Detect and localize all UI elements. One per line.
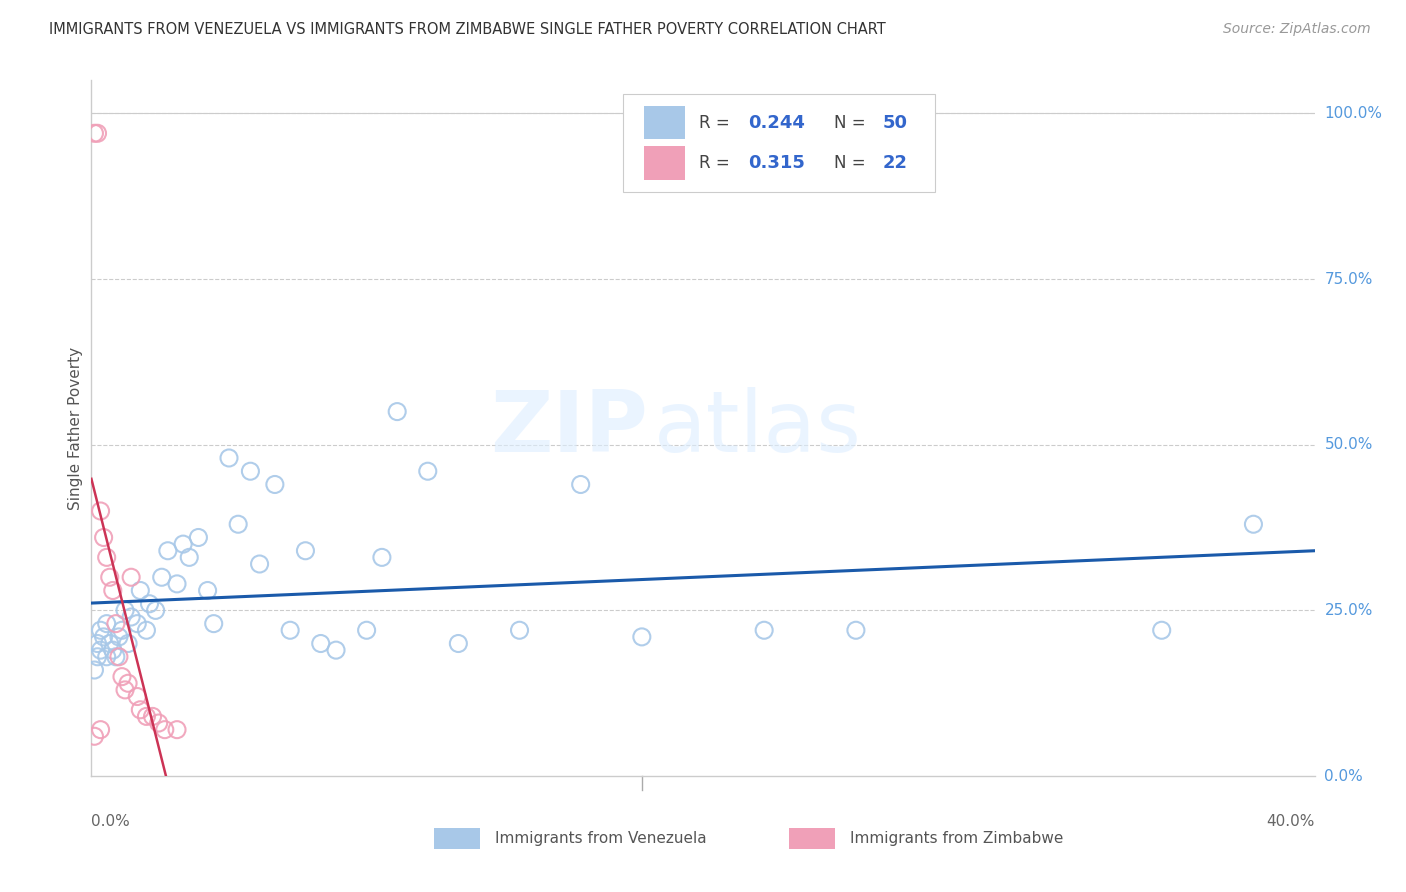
Point — [845, 624, 868, 638]
Point — [86, 126, 108, 140]
Point — [150, 570, 173, 584]
Point — [98, 636, 121, 650]
Point — [153, 723, 176, 737]
Text: Immigrants from Venezuela: Immigrants from Venezuela — [495, 831, 707, 847]
Bar — [644, 106, 685, 139]
Point — [179, 550, 201, 565]
Point — [156, 543, 179, 558]
Point — [166, 723, 188, 737]
Point — [1150, 624, 1173, 638]
Point — [93, 531, 115, 545]
Point — [108, 630, 131, 644]
Point — [83, 126, 105, 140]
Point — [90, 643, 112, 657]
Point — [98, 570, 121, 584]
Point — [1243, 517, 1265, 532]
Point — [249, 557, 271, 571]
Text: 0.0%: 0.0% — [1324, 769, 1364, 783]
Text: 0.244: 0.244 — [748, 113, 806, 132]
Point — [371, 550, 394, 565]
Point — [129, 583, 152, 598]
Point — [93, 630, 115, 644]
Point — [138, 597, 160, 611]
Point — [141, 709, 163, 723]
Point — [385, 404, 409, 418]
Text: N =: N = — [834, 113, 870, 132]
Point — [127, 690, 149, 704]
Point — [104, 616, 127, 631]
Point — [90, 504, 112, 518]
Point — [101, 583, 124, 598]
Point — [117, 676, 139, 690]
Point — [278, 624, 301, 638]
Point — [631, 630, 654, 644]
Text: R =: R = — [699, 154, 735, 172]
Text: atlas: atlas — [654, 386, 862, 470]
Point — [108, 649, 131, 664]
Point — [86, 649, 108, 664]
Point — [83, 729, 105, 743]
Point — [114, 682, 136, 697]
Point — [120, 610, 142, 624]
Point — [96, 649, 118, 664]
Point — [148, 716, 170, 731]
Text: 50.0%: 50.0% — [1324, 437, 1372, 452]
Point — [104, 649, 127, 664]
Text: 40.0%: 40.0% — [1267, 814, 1315, 830]
Point — [135, 709, 157, 723]
Text: 22: 22 — [883, 154, 908, 172]
Point — [86, 636, 108, 650]
Point — [120, 570, 142, 584]
Point — [166, 577, 188, 591]
Point — [309, 636, 332, 650]
Point — [129, 703, 152, 717]
Text: 50: 50 — [883, 113, 908, 132]
Point — [117, 636, 139, 650]
Bar — [644, 146, 685, 180]
Y-axis label: Single Father Poverty: Single Father Poverty — [67, 347, 83, 509]
Point — [325, 643, 347, 657]
Text: 0.0%: 0.0% — [91, 814, 131, 830]
Text: IMMIGRANTS FROM VENEZUELA VS IMMIGRANTS FROM ZIMBABWE SINGLE FATHER POVERTY CORR: IMMIGRANTS FROM VENEZUELA VS IMMIGRANTS … — [49, 22, 886, 37]
Point — [569, 477, 592, 491]
Text: N =: N = — [834, 154, 870, 172]
Text: 0.315: 0.315 — [748, 154, 806, 172]
Point — [447, 636, 470, 650]
Point — [754, 624, 776, 638]
Point — [127, 616, 149, 631]
Text: Source: ZipAtlas.com: Source: ZipAtlas.com — [1223, 22, 1371, 37]
Text: R =: R = — [699, 113, 735, 132]
Point — [356, 624, 378, 638]
FancyBboxPatch shape — [623, 95, 935, 192]
Point — [135, 624, 157, 638]
Point — [294, 543, 316, 558]
Text: ZIP: ZIP — [491, 386, 648, 470]
Bar — [789, 828, 835, 849]
Bar — [434, 828, 481, 849]
Point — [111, 624, 134, 638]
Point — [416, 464, 439, 478]
Text: 100.0%: 100.0% — [1324, 106, 1382, 121]
Point — [172, 537, 194, 551]
Text: Immigrants from Zimbabwe: Immigrants from Zimbabwe — [849, 831, 1063, 847]
Point — [145, 603, 167, 617]
Point — [111, 670, 134, 684]
Point — [83, 663, 105, 677]
Point — [90, 624, 112, 638]
Point — [197, 583, 219, 598]
Point — [202, 616, 225, 631]
Point — [90, 723, 112, 737]
Point — [96, 616, 118, 631]
Point — [101, 643, 124, 657]
Point — [264, 477, 287, 491]
Point — [239, 464, 262, 478]
Point — [114, 603, 136, 617]
Text: 25.0%: 25.0% — [1324, 603, 1372, 618]
Text: 75.0%: 75.0% — [1324, 271, 1372, 286]
Point — [96, 550, 118, 565]
Point — [226, 517, 249, 532]
Point — [509, 624, 531, 638]
Point — [187, 531, 209, 545]
Point — [218, 450, 240, 465]
